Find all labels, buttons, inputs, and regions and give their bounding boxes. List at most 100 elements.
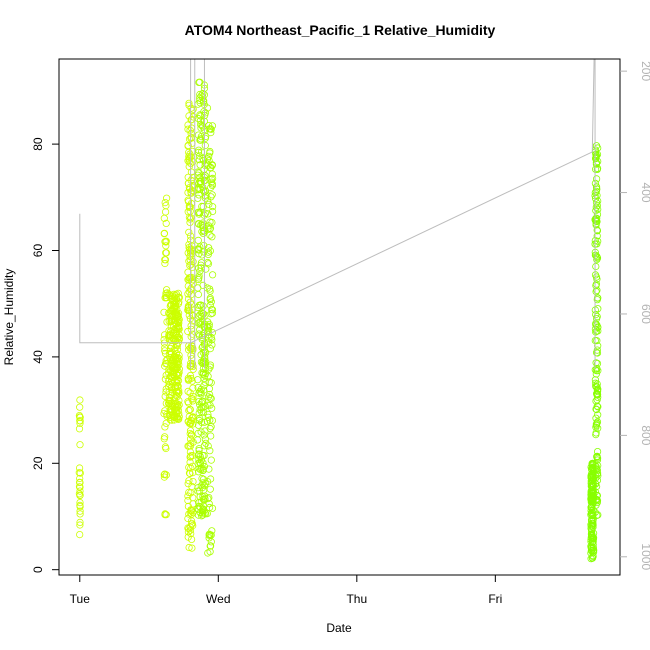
- data-point: [185, 469, 194, 477]
- data-point: [587, 527, 596, 535]
- data-point: [184, 524, 192, 532]
- data-point: [187, 333, 195, 341]
- data-point: [592, 183, 601, 191]
- data-point: [206, 344, 214, 353]
- data-point: [593, 210, 602, 218]
- data-point: [175, 387, 183, 395]
- data-point: [204, 248, 212, 256]
- data-point: [199, 495, 207, 503]
- data-point: [199, 89, 207, 98]
- data-point: [196, 414, 204, 422]
- data-point: [593, 275, 601, 283]
- y-tick-label: 60: [31, 244, 45, 258]
- y-tick-label: 80: [31, 137, 45, 151]
- data-point: [189, 173, 197, 182]
- data-point: [185, 228, 193, 236]
- data-point: [185, 203, 193, 212]
- data-point: [184, 480, 192, 488]
- data-point: [196, 90, 204, 99]
- data-point: [207, 432, 215, 440]
- data-point: [205, 320, 213, 328]
- data-point: [591, 479, 600, 488]
- data-point: [76, 474, 84, 483]
- data-point: [200, 451, 208, 460]
- data-point: [589, 540, 597, 549]
- y2-tick-label: 200: [639, 61, 650, 81]
- data-point: [161, 433, 169, 441]
- data-point: [201, 435, 209, 443]
- data-point: [184, 528, 192, 536]
- data-point: [205, 465, 213, 473]
- data-point: [185, 442, 193, 450]
- data-point: [76, 502, 84, 511]
- data-point: [187, 520, 196, 528]
- data-point: [185, 375, 193, 384]
- data-point: [161, 259, 169, 268]
- data-point: [196, 136, 204, 144]
- data-point: [160, 214, 168, 222]
- data-point: [75, 425, 84, 433]
- data-point: [189, 413, 197, 421]
- data-point: [593, 202, 601, 210]
- data-point: [186, 427, 195, 435]
- data-point: [197, 301, 205, 309]
- data-point: [205, 365, 213, 373]
- data-point: [166, 330, 174, 339]
- data-point: [209, 174, 217, 182]
- data-point: [76, 510, 84, 518]
- data-point: [195, 191, 203, 199]
- data-point: [592, 463, 600, 471]
- data-point: [206, 147, 214, 156]
- data-point: [592, 349, 601, 357]
- data-point: [196, 96, 204, 105]
- data-point: [184, 121, 192, 129]
- data-point: [592, 160, 601, 168]
- data-point: [189, 305, 197, 313]
- data-point: [592, 397, 600, 405]
- data-point: [185, 184, 193, 192]
- data-point: [196, 161, 204, 169]
- x-axis-label: Date: [326, 621, 352, 635]
- data-point: [185, 99, 193, 107]
- data-point: [206, 285, 214, 293]
- data-point: [160, 230, 168, 238]
- data-point: [592, 474, 600, 482]
- data-point: [188, 510, 196, 518]
- data-point: [174, 300, 183, 308]
- data-point: [76, 498, 84, 507]
- data-point: [166, 335, 174, 343]
- data-point: [208, 328, 217, 337]
- data-point: [201, 371, 209, 379]
- data-point: [197, 456, 206, 464]
- data-point: [206, 294, 214, 302]
- data-point: [196, 487, 204, 495]
- data-point: [167, 373, 175, 381]
- data-point: [194, 383, 202, 392]
- data-point: [161, 392, 169, 400]
- data-point: [592, 359, 600, 367]
- data-point: [196, 99, 204, 107]
- data-point: [174, 415, 182, 423]
- data-point: [592, 187, 600, 195]
- data-point: [208, 181, 216, 190]
- data-point: [161, 344, 169, 352]
- data-point: [198, 397, 206, 406]
- data-point: [76, 521, 84, 529]
- data-point: [186, 453, 194, 461]
- data-point: [592, 287, 600, 296]
- data-point: [589, 519, 597, 527]
- data-point: [195, 220, 203, 228]
- data-point: [206, 125, 214, 133]
- data-point: [209, 207, 217, 216]
- data-point: [207, 456, 215, 464]
- data-point: [197, 120, 205, 129]
- data-point: [185, 463, 193, 471]
- data-point: [173, 364, 181, 372]
- data-point: [166, 344, 174, 352]
- data-point: [162, 208, 170, 216]
- data-point: [185, 399, 193, 407]
- data-point: [593, 496, 602, 505]
- data-point: [587, 511, 595, 519]
- data-point: [199, 281, 207, 289]
- data-point: [195, 246, 203, 254]
